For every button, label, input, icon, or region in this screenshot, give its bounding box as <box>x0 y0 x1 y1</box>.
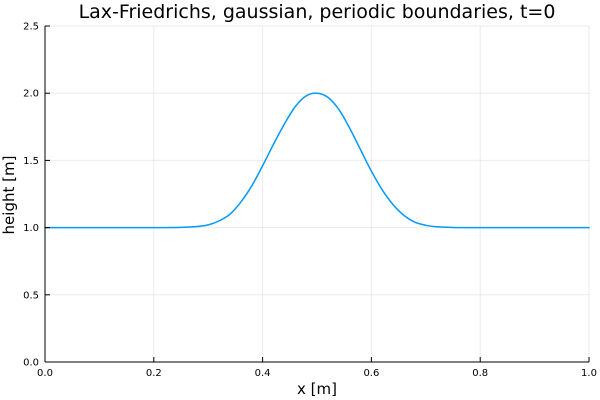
y-tick-label: 1.5 <box>23 156 39 167</box>
y-tick-label: 0.0 <box>23 358 39 369</box>
y-tick-label: 2.5 <box>23 22 39 33</box>
x-tick-label: 0.8 <box>472 368 488 379</box>
y-tick-label: 2.0 <box>23 89 39 100</box>
x-tick-label: 0.6 <box>363 368 379 379</box>
x-tick-label: 0.0 <box>37 368 53 379</box>
grid <box>44 25 590 363</box>
series-layer <box>44 92 590 229</box>
tick-marks: 0.0 0.2 0.4 0.6 0.8 1.0 0.0 0.5 1.0 1.5 2.0 2.5 <box>23 22 597 380</box>
axes <box>44 26 589 363</box>
x-axis-label: x [m] <box>297 380 337 398</box>
y-tick-label: 1.0 <box>23 223 39 234</box>
y-axis-label: height [m] <box>0 156 18 235</box>
chart-title: Lax-Friedrichs, gaussian, periodic bound… <box>79 1 556 23</box>
x-tick-label: 0.2 <box>146 368 162 379</box>
x-tick-label: 0.4 <box>255 368 271 379</box>
y-tick-label: 0.5 <box>23 290 39 301</box>
x-tick-label: 1.0 <box>581 368 597 379</box>
series-line <box>44 92 590 229</box>
